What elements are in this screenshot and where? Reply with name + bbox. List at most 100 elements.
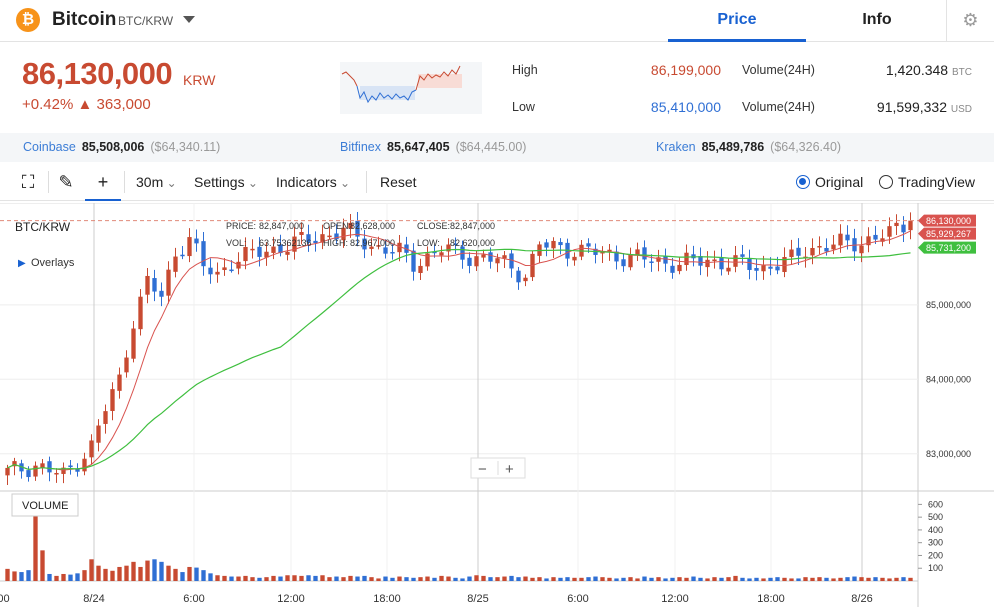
volume-bar bbox=[12, 571, 17, 581]
crosshair-icon[interactable]: + bbox=[85, 163, 121, 201]
candle-body bbox=[257, 246, 262, 257]
change-percent: +0.42% bbox=[22, 96, 74, 113]
candle-body bbox=[516, 270, 521, 283]
candle-body bbox=[453, 243, 458, 246]
radio-unselected-icon[interactable] bbox=[879, 175, 893, 189]
volume-bar bbox=[495, 577, 500, 581]
candle-body bbox=[166, 269, 171, 296]
candle-body bbox=[747, 258, 752, 270]
candle-body bbox=[299, 232, 304, 235]
radio-selected-icon[interactable] bbox=[796, 175, 810, 189]
high-label: High bbox=[512, 63, 538, 77]
view-original-label: Original bbox=[815, 174, 864, 190]
exchange-usd: ($64,326.40) bbox=[770, 140, 842, 154]
settings-dropdown[interactable]: Settings bbox=[194, 163, 258, 201]
candle-body bbox=[488, 252, 493, 262]
candle-body bbox=[845, 234, 850, 241]
pair-dropdown-chevron-icon[interactable] bbox=[183, 16, 195, 23]
candle-body bbox=[831, 244, 836, 250]
coin-name: Bitcoin bbox=[52, 9, 117, 30]
view-original-radio[interactable]: Original bbox=[796, 163, 863, 201]
candle-body bbox=[425, 253, 430, 267]
indicators-dropdown[interactable]: Indicators bbox=[276, 163, 350, 201]
volume-bar bbox=[327, 577, 332, 581]
candle-body bbox=[47, 461, 52, 473]
interval-dropdown[interactable]: 30m bbox=[136, 163, 177, 201]
exchange-name[interactable]: Bitfinex bbox=[340, 140, 381, 154]
tab-price[interactable]: Price bbox=[668, 0, 806, 42]
volume-bar bbox=[712, 577, 717, 581]
volume-bar bbox=[292, 575, 297, 581]
zoom-in-button[interactable]: + bbox=[505, 461, 514, 478]
exchange-name[interactable]: Coinbase bbox=[23, 140, 76, 154]
candle-body bbox=[390, 252, 395, 254]
chart-labels: BTC/KRW ▶ Overlays PRICE: 82,847,000 OPE… bbox=[11, 220, 526, 517]
candle-body bbox=[810, 248, 815, 256]
readout-low: 82,620,000 bbox=[450, 238, 495, 248]
exchange-coinbase[interactable]: Coinbase 85,508,006 ($64,340.11) bbox=[23, 140, 220, 154]
time-tick-label: 8/25 bbox=[467, 593, 488, 605]
volume-bar bbox=[887, 578, 892, 581]
candle-body bbox=[880, 238, 885, 242]
candle-body bbox=[544, 242, 549, 248]
toolbar-divider bbox=[48, 171, 49, 193]
candle-body bbox=[103, 411, 108, 424]
price-chart[interactable]: BTC/KRW ▶ Overlays PRICE: 82,847,000 OPE… bbox=[0, 203, 994, 607]
volume-bar bbox=[474, 575, 479, 581]
candle-body bbox=[306, 234, 311, 243]
trading-pair[interactable]: BTC/KRW bbox=[118, 14, 174, 28]
volume-bar bbox=[271, 575, 276, 581]
overlays-toggle[interactable]: Overlays bbox=[31, 257, 75, 269]
volume-bar bbox=[397, 576, 402, 581]
sparkline-low-band bbox=[360, 86, 415, 100]
volume-bar bbox=[75, 573, 80, 581]
overlays-toggle-icon[interactable]: ▶ bbox=[18, 258, 26, 269]
volume-usd-unit: USD bbox=[950, 104, 972, 115]
volume-label-box bbox=[11, 493, 79, 517]
pencil-icon[interactable]: ✎ bbox=[58, 172, 74, 192]
volume-bar bbox=[544, 578, 549, 581]
candle-body bbox=[33, 465, 38, 477]
candle-body bbox=[873, 234, 878, 240]
exchange-name[interactable]: Kraken bbox=[656, 140, 696, 154]
low-label: Low bbox=[512, 100, 535, 114]
volume-bar bbox=[425, 576, 430, 581]
volume-bar bbox=[54, 575, 59, 581]
ma-slow-tag: 85,731,200 bbox=[926, 243, 971, 253]
candle-body bbox=[124, 357, 129, 373]
candle-body bbox=[775, 266, 780, 271]
candle-body bbox=[467, 257, 472, 266]
volume-tick-label: 400 bbox=[928, 525, 943, 535]
volume-bar bbox=[124, 565, 129, 581]
gear-icon[interactable]: ⚙ bbox=[946, 0, 994, 42]
candle-body bbox=[271, 246, 276, 253]
readout-price: 82,847,000 bbox=[259, 221, 304, 231]
candle-body bbox=[215, 271, 220, 275]
readout-open: 82,628,000 bbox=[350, 221, 395, 231]
candle-body bbox=[411, 250, 416, 272]
candle-body bbox=[824, 247, 829, 252]
candle-body bbox=[376, 245, 381, 247]
sparkline-red-segment bbox=[341, 71, 358, 87]
volume-bar bbox=[68, 574, 73, 581]
candle-body bbox=[89, 440, 94, 458]
reset-button[interactable]: Reset bbox=[380, 174, 417, 190]
volume-tick-label: 100 bbox=[928, 563, 943, 573]
exchange-prices-bar: Coinbase 85,508,006 ($64,340.11) Bitfinex 8… bbox=[0, 133, 994, 162]
price-tick-label: 85,000,000 bbox=[926, 300, 971, 310]
tab-info[interactable]: Info bbox=[862, 11, 892, 28]
volume-bar bbox=[677, 577, 682, 581]
price-sparkline bbox=[340, 62, 482, 114]
volume-bar bbox=[831, 578, 836, 581]
ma-slow-line bbox=[7, 248, 911, 471]
exchange-bitfinex[interactable]: Bitfinex 85,647,405 ($64,445.00) bbox=[340, 140, 526, 154]
candle-body bbox=[523, 277, 528, 282]
volume-bar bbox=[320, 575, 325, 581]
price-axis: 83,000,000 84,000,000 85,000,000 100 200 300 4… bbox=[918, 214, 976, 573]
candle-body bbox=[796, 247, 801, 256]
exchange-kraken[interactable]: Kraken 85,489,786 ($64,326.40) bbox=[656, 140, 841, 154]
zoom-out-button[interactable]: − bbox=[478, 461, 487, 478]
fullscreen-icon[interactable]: ⛶ bbox=[21, 172, 35, 192]
view-tradingview-radio[interactable]: TradingView bbox=[879, 163, 975, 201]
volume-bar bbox=[768, 577, 773, 581]
